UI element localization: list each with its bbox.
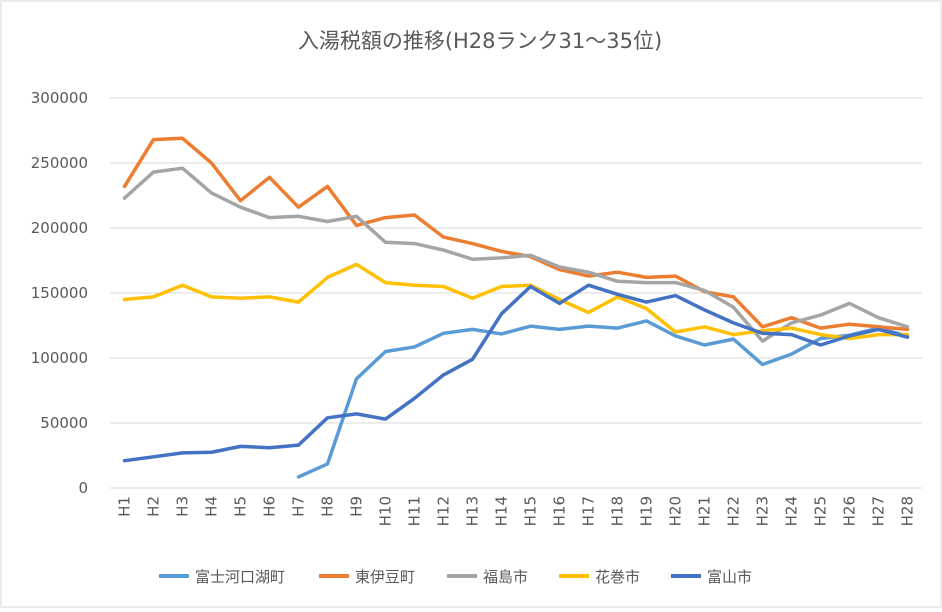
x-tick-label: H14 [493, 496, 511, 526]
x-tick-label: H9 [348, 496, 366, 517]
x-tick-label: H18 [609, 496, 627, 526]
x-tick-label: H26 [841, 496, 859, 526]
x-tick-label: H3 [174, 496, 192, 517]
x-tick-label: H4 [203, 496, 221, 517]
series-line [122, 262, 910, 341]
legend-label: 東伊豆町 [355, 568, 415, 586]
y-tick-label: 0 [78, 479, 88, 497]
x-tick-label: H22 [725, 496, 743, 526]
y-tick-label: 50000 [40, 414, 88, 432]
x-tick-label: H19 [638, 496, 656, 526]
y-tick-label: 150000 [31, 284, 88, 302]
x-tick-label: H10 [377, 496, 395, 526]
x-tick-label: H12 [435, 496, 453, 526]
series-line [122, 166, 910, 343]
y-tick-label: 100000 [31, 349, 88, 367]
x-tick-label: H11 [406, 496, 424, 526]
x-tick-label: H1 [116, 496, 134, 517]
x-tick-label: H17 [580, 496, 598, 526]
legend-label: 富山市 [707, 568, 752, 586]
x-tick-label: H25 [812, 496, 830, 526]
x-tick-label: H6 [261, 496, 279, 517]
y-tick-label: 200000 [31, 219, 88, 237]
series-line [296, 319, 910, 479]
x-tick-label: H28 [899, 496, 917, 526]
legend-label: 富士河口湖町 [195, 568, 285, 586]
x-tick-label: H23 [754, 496, 772, 526]
x-tick-label: H16 [551, 496, 569, 526]
x-tick-label: H13 [464, 496, 482, 526]
series-line [122, 136, 910, 332]
series-line [122, 283, 910, 463]
x-tick-label: H20 [667, 496, 685, 526]
x-tick-label: H2 [145, 496, 163, 517]
legend-label: 福島市 [483, 568, 528, 586]
x-tick-label: H21 [696, 496, 714, 526]
x-tick-label: H24 [783, 496, 801, 526]
y-tick-label: 300000 [31, 89, 88, 107]
x-tick-label: H15 [522, 496, 540, 526]
x-tick-label: H5 [232, 496, 250, 517]
x-tick-label: H7 [290, 496, 308, 517]
legend-label: 花巻市 [595, 568, 640, 586]
x-tick-label: H27 [870, 496, 888, 526]
y-tick-label: 250000 [31, 154, 88, 172]
chart-title: 入湯税額の推移(H28ランク31～35位) [298, 29, 662, 53]
x-tick-label: H8 [319, 496, 337, 517]
